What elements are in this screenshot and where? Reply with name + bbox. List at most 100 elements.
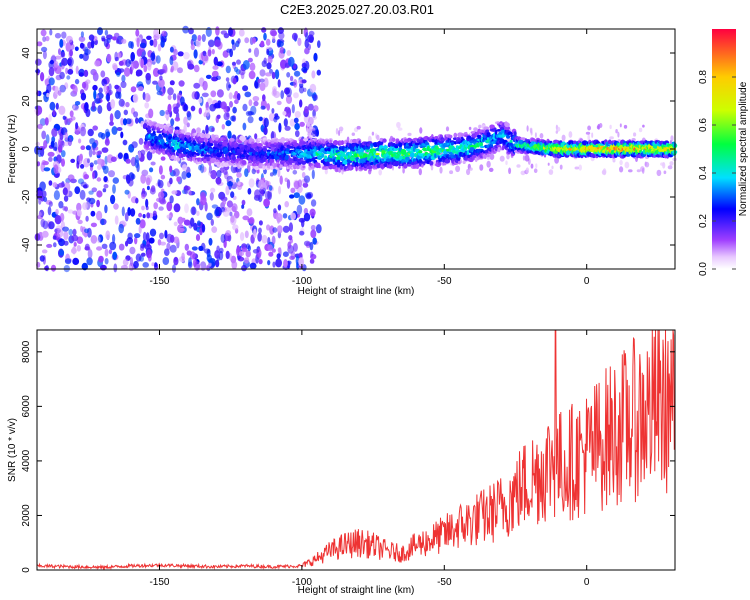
spectrogram-signal-cell: [377, 140, 384, 146]
spectrogram-noise-cell: [271, 248, 276, 253]
spectrogram-panel: -150 -100 -50 0 -40 -20 0 20 40 Height of strai…: [7, 25, 678, 297]
spectrogram-noise-cell: [251, 168, 256, 175]
spectrogram-noise-cell: [206, 212, 213, 221]
spectrogram-noise-cell: [213, 56, 218, 66]
spectrogram-noise-cell: [93, 160, 98, 165]
spectrogram-signal-cell: [214, 143, 218, 148]
spectrogram-signal-cell: [215, 137, 219, 141]
spectrogram-noise-cell: [486, 160, 491, 168]
spectrogram-noise-cell: [667, 165, 673, 170]
spectrogram-noise-cell: [112, 184, 116, 194]
spectrogram-noise-cell: [118, 223, 124, 234]
spectrogram-noise-cell: [96, 199, 100, 208]
spectrogram-noise-cell: [150, 52, 156, 61]
spectrogram-noise-cell: [114, 84, 120, 90]
spectrogram-noise-cell: [602, 168, 607, 176]
spectrogram-noise-cell: [261, 60, 267, 68]
spectrogram-noise-cell: [201, 34, 206, 42]
spectrogram-signal-cell: [394, 145, 399, 149]
spectrogram-signal-cell: [259, 146, 263, 151]
spectrogram-noise-cell: [195, 234, 201, 241]
spectrogram-noise-cell: [109, 121, 114, 126]
spectrogram-noise-cell: [141, 205, 145, 211]
spectrogram-signal-cell: [489, 124, 495, 130]
spectrogram-noise-cell: [65, 42, 71, 52]
spectrogram-noise-cell: [159, 75, 163, 81]
spectrogram-noise-cell: [623, 124, 628, 129]
spectrogram-noise-cell: [50, 264, 57, 272]
spectrogram-signal-cell: [476, 134, 482, 138]
spectrogram-noise-cell: [82, 202, 88, 211]
spectrogram-noise-cell: [534, 132, 537, 139]
spectrogram-noise-cell: [193, 49, 198, 59]
spectrogram-signal-cell: [267, 139, 271, 143]
spectrogram-noise-cell: [628, 169, 633, 173]
spectrogram-signal-cell: [394, 161, 399, 167]
spectrogram-noise-cell: [80, 225, 84, 233]
spectrogram-noise-cell: [547, 162, 550, 166]
spectrogram-noise-cell: [615, 129, 618, 134]
spectrogram-noise-cell: [271, 235, 276, 245]
spectrogram-noise-cell: [183, 52, 190, 60]
spectrogram-noise-cell: [313, 94, 318, 101]
spectrogram-noise-cell: [127, 232, 133, 240]
spectrogram-noise-cell: [282, 251, 289, 257]
spectrogram-noise-cell: [303, 240, 311, 247]
spectrogram-noise-cell: [309, 83, 317, 93]
spectrogram-signal-cell: [497, 146, 501, 153]
spectrogram-noise-cell: [624, 161, 630, 169]
spectrogram-noise-cell: [214, 250, 221, 259]
colorbar-gradient: [712, 29, 736, 269]
spectrogram-signal-cell: [158, 124, 164, 129]
spectrogram-noise-cell: [98, 87, 103, 94]
spectrogram-noise-cell: [266, 48, 270, 56]
spectrogram-signal-cell: [504, 122, 510, 128]
spectrogram-signal-cell: [169, 129, 173, 134]
spectrogram-noise-cell: [118, 98, 125, 107]
spectrogram-noise-cell: [308, 134, 314, 139]
spectrogram-noise-cell: [247, 116, 254, 124]
spectrogram-noise-cell: [110, 156, 117, 162]
spectrogram-noise-cell: [144, 244, 152, 251]
spectrogram-noise-cell: [59, 38, 64, 48]
spectrogram-noise-cell: [356, 125, 361, 130]
spectrogram-noise-cell: [61, 57, 68, 66]
spectrogram-noise-cell: [140, 243, 146, 249]
spectrogram-noise-cell: [229, 101, 233, 108]
spectrogram-signal-cell: [203, 159, 207, 164]
spectrogram-noise-cell: [96, 177, 102, 182]
spectrogram-noise-cell: [79, 42, 85, 49]
spectrogram-noise-cell: [248, 99, 253, 107]
snr-y-axis: 0 2000 4000 6000 8000: [21, 340, 675, 573]
spectrogram-noise-cell: [186, 122, 190, 128]
spectrogram-noise-cell: [80, 164, 85, 169]
spectrogram-signal-cell: [444, 158, 451, 164]
spectrogram-noise-cell: [94, 98, 101, 104]
spectrogram-noise-cell: [126, 174, 131, 184]
spectrogram-noise-cell: [169, 177, 173, 185]
spectrogram-signal-cell: [483, 154, 487, 160]
spectrogram-noise-cell: [84, 228, 90, 234]
spectrogram-x-axis: -150 -100 -50 0: [149, 29, 590, 287]
spectrogram-signal-cell: [448, 135, 453, 139]
spectrogram-noise-cell: [555, 130, 558, 134]
spectrogram-noise-cell: [112, 64, 118, 71]
spectrogram-signal-cell: [486, 153, 490, 158]
spectrogram-noise-cell: [44, 117, 49, 126]
spectrogram-noise-cell: [59, 212, 65, 222]
spectrogram-noise-cell: [112, 233, 116, 244]
spectrogram-signal-cell: [354, 162, 359, 168]
spectrogram-noise-cell: [88, 190, 94, 195]
spectrogram-noise-cell: [149, 167, 154, 173]
spectrogram-noise-cell: [74, 101, 81, 106]
spectrogram-noise-cell: [245, 249, 251, 258]
spectrogram-noise-cell: [237, 38, 241, 44]
spectrogram-noise-cell: [260, 40, 265, 47]
spectrogram-signal-cell: [453, 133, 457, 137]
spectrogram-noise-cell: [242, 122, 247, 131]
spectrogram-noise-cell: [92, 149, 96, 156]
spectrogram-signal-cell: [191, 147, 195, 153]
snr-x-label: Height of straight line (km): [298, 585, 415, 596]
spectrogram-noise-cell: [147, 254, 152, 262]
spectrogram-noise-cell: [469, 167, 473, 171]
